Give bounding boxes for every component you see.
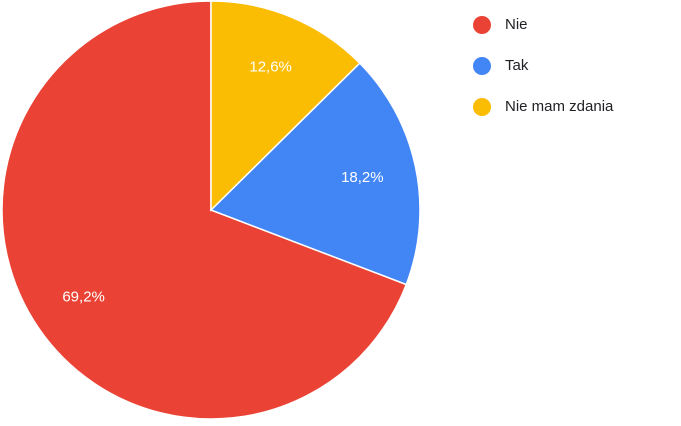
legend-label: Nie mam zdania [505, 98, 614, 115]
pie-slice [210, 0, 361, 212]
pie-slice [209, 62, 421, 286]
slice-label: 18,2% [341, 169, 384, 186]
slice-label: 12,6% [249, 58, 292, 75]
pie-slice [1, 0, 408, 420]
legend-swatch [473, 98, 491, 116]
legend-label: Tak [505, 57, 529, 74]
legend-swatch [473, 16, 491, 34]
legend-label: Nie [505, 16, 528, 33]
slice-label: 69,2% [62, 289, 105, 306]
legend-swatch [473, 57, 491, 75]
